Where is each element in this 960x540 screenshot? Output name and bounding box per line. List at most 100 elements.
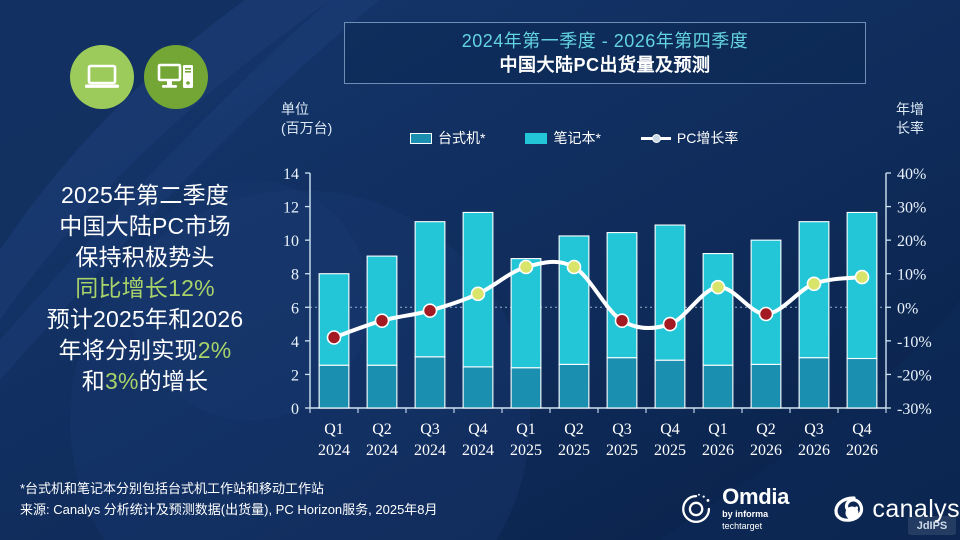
bar-segment-notebook xyxy=(654,224,686,361)
headline-block: 2025年第二季度 中国大陆PC市场 保持积极势头 同比增长12% 预计2025… xyxy=(0,180,290,397)
y-tick-label: 12 xyxy=(283,200,299,217)
growth-rate-marker xyxy=(806,276,822,292)
legend-swatch-notebook-icon xyxy=(525,132,548,144)
bar-segment-notebook xyxy=(318,273,350,366)
x-tick-label-quarter: Q1 xyxy=(516,421,536,438)
growth-rate-marker xyxy=(566,259,582,275)
y2-tick-label: 10% xyxy=(897,267,926,284)
y2-tick-label: -20% xyxy=(897,367,932,384)
omdia-text: Omdia by informa techtarget xyxy=(722,486,806,532)
growth-rate-marker xyxy=(662,316,678,332)
legend-line-marker-icon xyxy=(640,133,671,144)
legend-label-notebook: 笔记本* xyxy=(553,130,601,146)
y-tick-label: 4 xyxy=(291,334,299,351)
x-tick-label-year: 2024 xyxy=(462,442,494,459)
headline-line-7: 和3%的增长 xyxy=(0,366,290,397)
growth-rate-marker xyxy=(326,330,342,345)
omdia-tagline-bold: by informa xyxy=(722,509,769,519)
y2-axis-unit-label: 年增 长率 xyxy=(896,100,924,138)
omdia-logo: Omdia by informa techtarget xyxy=(678,486,806,532)
legend-swatch-desktop-icon xyxy=(410,132,432,144)
bar-segment-notebook xyxy=(606,232,638,359)
headline-line-5: 预计2025年和2026 xyxy=(46,306,244,332)
growth-rate-marker xyxy=(710,279,726,295)
growth-rate-marker xyxy=(374,313,390,329)
bar-segment-desktop xyxy=(366,364,398,409)
device-icons xyxy=(70,45,208,109)
bar-group xyxy=(702,253,734,409)
desktop-icon xyxy=(144,45,208,109)
bar-segment-notebook xyxy=(510,258,542,369)
x-tick-label-year: 2024 xyxy=(318,442,350,459)
bar-segment-desktop xyxy=(606,357,638,409)
x-tick-label-quarter: Q1 xyxy=(708,421,728,438)
omdia-tagline: by informa techtarget xyxy=(722,508,806,532)
bar-segment-notebook xyxy=(702,253,734,366)
headline-line-1: 2025年第二季度 xyxy=(61,182,229,208)
y-tick-label: 2 xyxy=(291,367,299,384)
footnote-block: *台式机和笔记本分别包括台式机工作站和移动工作站 来源: Canalys 分析统… xyxy=(20,478,438,520)
bar-segment-notebook xyxy=(558,235,590,365)
headline-growth-highlight: 同比增长12% xyxy=(75,275,215,301)
omdia-name: Omdia xyxy=(722,484,790,509)
bar-segment-desktop xyxy=(510,367,542,409)
x-tick-label-quarter: Q4 xyxy=(468,421,488,438)
x-tick-label-year: 2025 xyxy=(558,442,590,459)
y2-tick-label: 30% xyxy=(897,200,926,217)
y-tick-label: 10 xyxy=(283,233,299,250)
bar-segment-notebook xyxy=(846,211,878,360)
y-tick-label: 14 xyxy=(283,166,299,183)
y2-axis-unit-line-1: 年增 xyxy=(896,101,924,117)
bar-group xyxy=(366,255,398,409)
headline-line-3: 保持积极势头 xyxy=(75,244,215,270)
desktop-glyph xyxy=(157,63,193,88)
growth-rate-marker xyxy=(422,303,438,318)
y2-tick-label: -30% xyxy=(897,401,932,418)
y-tick-label: 6 xyxy=(291,300,299,317)
omdia-tagline-light: techtarget xyxy=(722,521,763,531)
bar-segment-notebook xyxy=(366,255,398,366)
y2-tick-label: 40% xyxy=(897,166,926,183)
bar-segment-desktop xyxy=(462,366,494,409)
bar-segment-notebook xyxy=(750,239,782,365)
x-tick-label-quarter: Q2 xyxy=(564,421,584,438)
x-tick-label-year: 2025 xyxy=(510,442,542,459)
headline-line-2: 中国大陆PC市场 xyxy=(59,213,231,239)
legend-label-growth: PC增长率 xyxy=(676,130,739,146)
headline-line-6: 年将分别实现2% xyxy=(0,335,290,366)
canalys-mark-icon xyxy=(834,496,864,522)
chart-legend: 台式机* 笔记本* PC增长率 xyxy=(410,128,738,148)
y-tick-label: 0 xyxy=(291,401,299,418)
x-tick-label-quarter: Q2 xyxy=(372,421,392,438)
bar-group xyxy=(318,273,350,409)
logo-row: Omdia by informa techtarget canalys xyxy=(678,486,960,532)
chart-title-box: 2024年第一季度 - 2026年第四季度 中国大陆PC出货量及预测 xyxy=(344,22,866,84)
bar-segment-desktop xyxy=(702,364,734,409)
y-axis-unit-label: 单位 (百万台) xyxy=(281,100,332,138)
laptop-icon xyxy=(70,45,134,109)
growth-rate-marker xyxy=(758,306,774,322)
bar-segment-desktop xyxy=(798,357,830,409)
omdia-mark-icon xyxy=(682,493,711,523)
headline-line-6-text: 年将分别实现 xyxy=(58,337,198,363)
y2-tick-label: 0% xyxy=(897,300,918,317)
y-axis-unit-line-1: 单位 xyxy=(281,101,309,117)
x-tick-label-quarter: Q4 xyxy=(660,421,680,438)
growth-rate-marker xyxy=(518,259,534,275)
headline-2pct: 2% xyxy=(197,337,232,363)
bar-group xyxy=(654,224,686,409)
growth-rate-marker xyxy=(854,269,870,285)
bar-segment-desktop xyxy=(846,357,878,409)
chart-subtitle: 2024年第一季度 - 2026年第四季度 xyxy=(461,31,749,51)
x-tick-label-year: 2025 xyxy=(606,442,638,459)
growth-rate-line xyxy=(332,259,864,340)
legend-item-notebook: 笔记本* xyxy=(525,128,601,148)
y2-tick-label: -10% xyxy=(897,334,932,351)
legend-item-desktop: 台式机* xyxy=(410,128,485,148)
page-title: 中国大陆PC出货量及预测 xyxy=(499,55,711,75)
x-tick-label-year: 2024 xyxy=(414,442,446,459)
footnote-line-2: 来源: Canalys 分析统计及预测数据(出货量), PC Horizon服务… xyxy=(20,502,438,517)
x-tick-label-year: 2025 xyxy=(654,442,686,459)
